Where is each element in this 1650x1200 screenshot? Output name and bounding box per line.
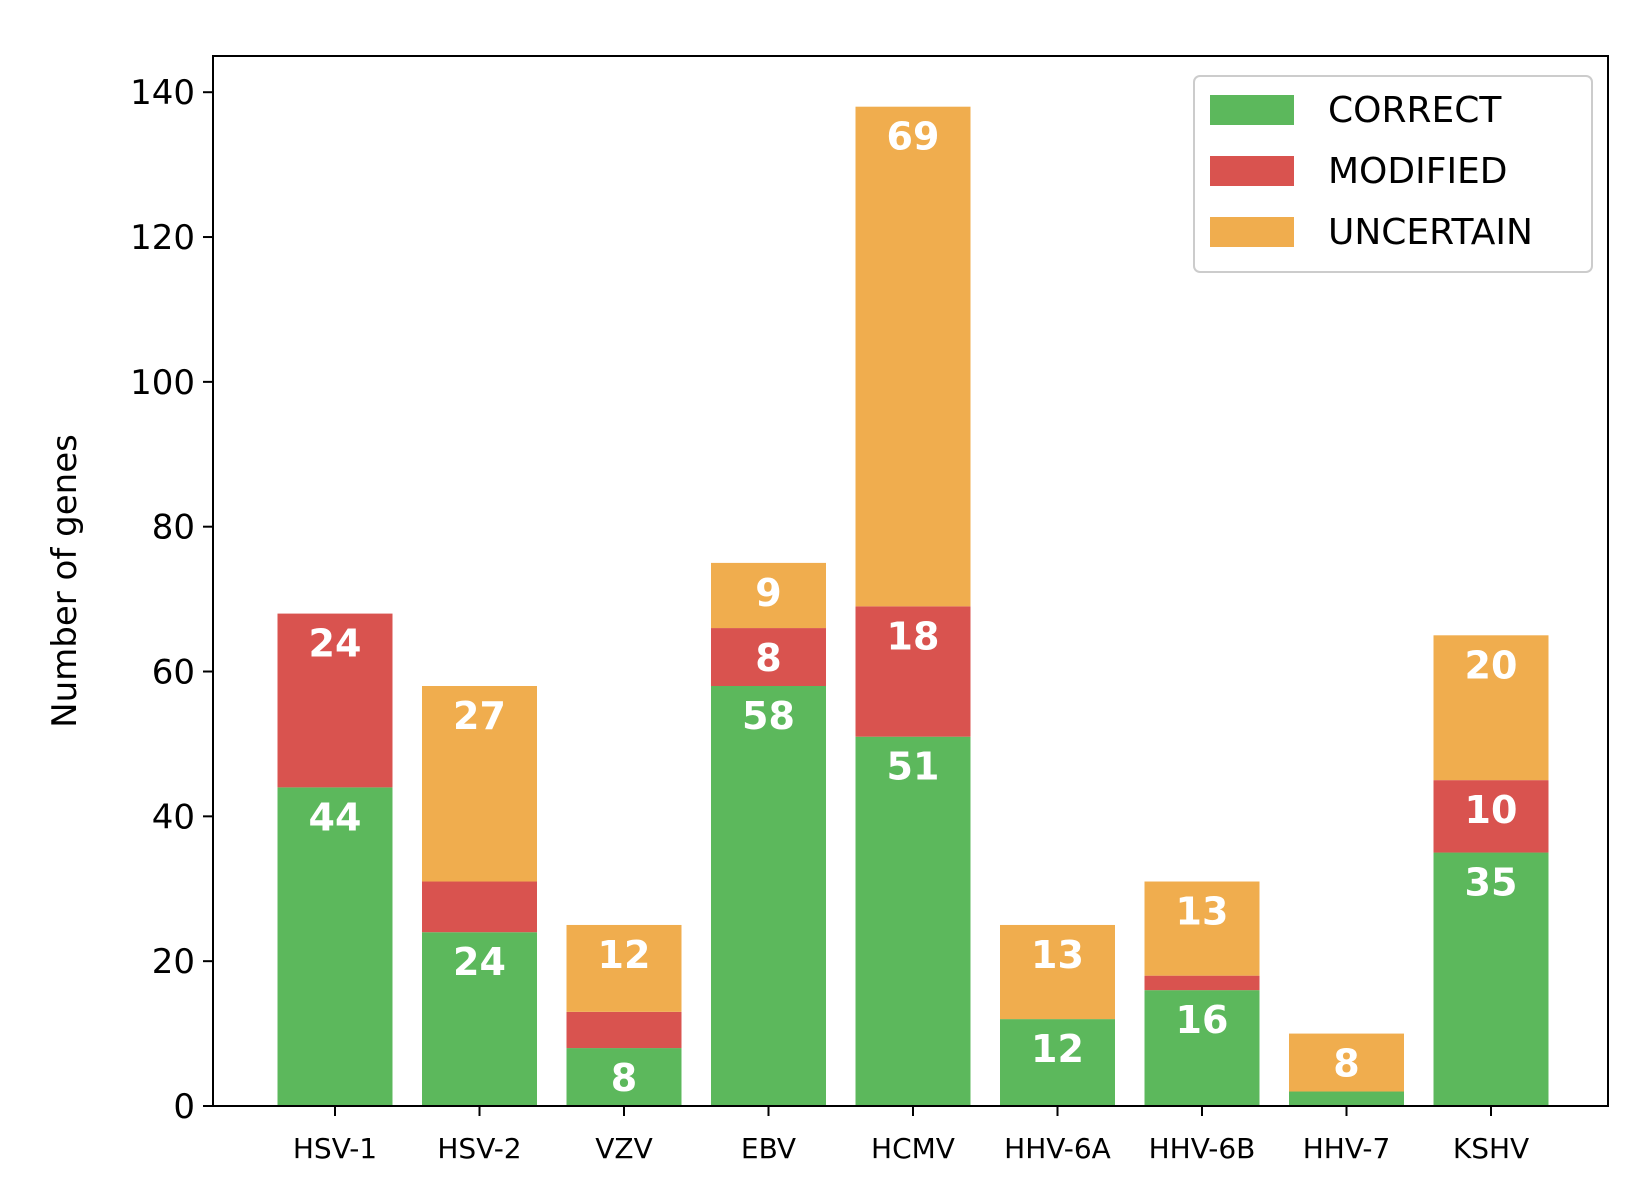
bar-modified-vzv [566, 1011, 682, 1049]
bar-uncertain-hhv-6a [1000, 924, 1115, 1020]
legend-swatch-correct [1210, 95, 1294, 125]
bars-layer [277, 106, 1549, 1106]
y-tick-label: 40 [152, 797, 195, 837]
bar-correct-hsv-2 [422, 932, 537, 1106]
plot-frame [212, 55, 1609, 1107]
bar-modified-hsv-2 [422, 881, 537, 933]
y-tick-label: 60 [152, 653, 195, 693]
bar-correct-hhv-7 [1289, 1091, 1404, 1106]
y-tick-label: 100 [130, 363, 195, 403]
bar-labels-layer: 44 24 24 27 8 12 58 8 9 51 18 69 12 13 16 13 8 35 10 20 [309, 115, 1518, 1100]
bar-value-label: 51 [887, 745, 940, 789]
y-axis: 0 20 40 60 80 100 120 140 [130, 73, 213, 1127]
x-tick-label: HHV-6B [1149, 1132, 1256, 1165]
bar-modified-hcmv [855, 606, 971, 737]
y-tick-label: 140 [130, 73, 195, 113]
x-tick-label: HHV-6A [1004, 1132, 1111, 1165]
bar-correct-hsv-1 [277, 787, 393, 1106]
y-tick-label: 20 [152, 942, 195, 982]
bar-correct-kshv [1433, 852, 1549, 1106]
x-tick-label: VZV [595, 1132, 653, 1165]
bar-modified-hhv-6b [1144, 975, 1260, 991]
bar-correct-hhv-6a [1000, 1019, 1115, 1106]
bar-value-label: 24 [309, 622, 362, 666]
bar-value-label: 8 [755, 636, 781, 680]
x-tick-label: HCMV [871, 1132, 955, 1165]
bar-correct-vzv [566, 1048, 682, 1106]
legend-label-uncertain: UNCERTAIN [1328, 212, 1533, 253]
bar-uncertain-vzv [566, 924, 682, 1012]
bar-uncertain-kshv [1433, 635, 1549, 781]
bar-correct-hhv-6b [1144, 990, 1260, 1106]
bar-value-label: 27 [453, 694, 506, 738]
bar-value-label: 13 [1176, 890, 1229, 934]
x-tick-label: HSV-1 [293, 1132, 377, 1165]
bar-value-label: 35 [1465, 861, 1518, 905]
x-tick-label: KSHV [1453, 1132, 1529, 1165]
x-axis: HSV-1 HSV-2 VZV EBV HCMV HHV-6A HHV-6B HHV-7 KSH… [293, 1106, 1529, 1165]
legend-label-correct: CORRECT [1328, 90, 1502, 131]
bar-value-label: 58 [742, 694, 795, 738]
bar-modified-ebv [711, 628, 826, 686]
x-tick-label: HHV-7 [1303, 1132, 1391, 1165]
bar-value-label: 8 [1333, 1042, 1359, 1086]
bar-correct-hcmv [855, 736, 971, 1106]
bar-value-label: 12 [598, 933, 651, 977]
bar-uncertain-hsv-2 [422, 686, 537, 882]
bar-value-label: 12 [1031, 1027, 1084, 1071]
bar-value-label: 16 [1176, 998, 1229, 1042]
bar-value-label: 24 [453, 940, 506, 984]
y-axis-label: Number of genes [45, 434, 85, 728]
legend-swatch-uncertain [1210, 217, 1294, 247]
y-tick-label: 80 [152, 508, 195, 548]
bar-uncertain-ebv [711, 562, 826, 629]
bar-value-label: 13 [1031, 933, 1084, 977]
legend-label-modified: MODIFIED [1328, 151, 1508, 192]
x-tick-label: HSV-2 [437, 1132, 521, 1165]
bar-value-label: 20 [1465, 643, 1518, 687]
bar-modified-hsv-1 [277, 613, 393, 788]
bar-value-label: 10 [1465, 788, 1518, 832]
legend-swatch-modified [1210, 156, 1294, 186]
bar-value-label: 9 [755, 571, 781, 615]
bar-uncertain-hhv-7 [1289, 1033, 1404, 1092]
bar-uncertain-hhv-6b [1144, 881, 1260, 976]
bar-correct-ebv [711, 686, 826, 1106]
bar-value-label: 44 [309, 795, 362, 839]
bar-value-label: 69 [887, 115, 940, 159]
bar-value-label: 18 [887, 614, 940, 658]
y-tick-label: 120 [130, 218, 195, 258]
bar-modified-kshv [1433, 780, 1549, 853]
bar-value-label: 8 [611, 1056, 637, 1100]
bar-uncertain-hcmv [855, 106, 971, 607]
legend: CORRECT MODIFIED UNCERTAIN [1193, 75, 1593, 273]
y-tick-label: 0 [173, 1087, 195, 1127]
x-tick-label: EBV [741, 1132, 796, 1165]
